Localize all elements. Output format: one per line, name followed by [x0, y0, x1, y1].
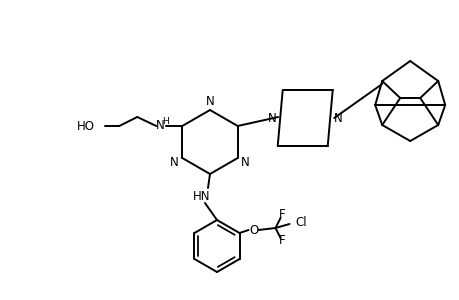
Text: N: N: [156, 118, 164, 131]
Text: HN: HN: [193, 190, 210, 202]
Text: N: N: [267, 112, 276, 124]
Text: N: N: [205, 94, 214, 107]
Text: H: H: [162, 116, 168, 125]
Text: N: N: [333, 112, 342, 124]
Text: O: O: [248, 224, 257, 236]
Text: F: F: [279, 233, 285, 247]
Text: N: N: [170, 156, 179, 169]
Text: F: F: [279, 208, 285, 221]
Text: N: N: [241, 156, 249, 169]
Text: HO: HO: [77, 119, 95, 133]
Text: Cl: Cl: [295, 217, 307, 230]
